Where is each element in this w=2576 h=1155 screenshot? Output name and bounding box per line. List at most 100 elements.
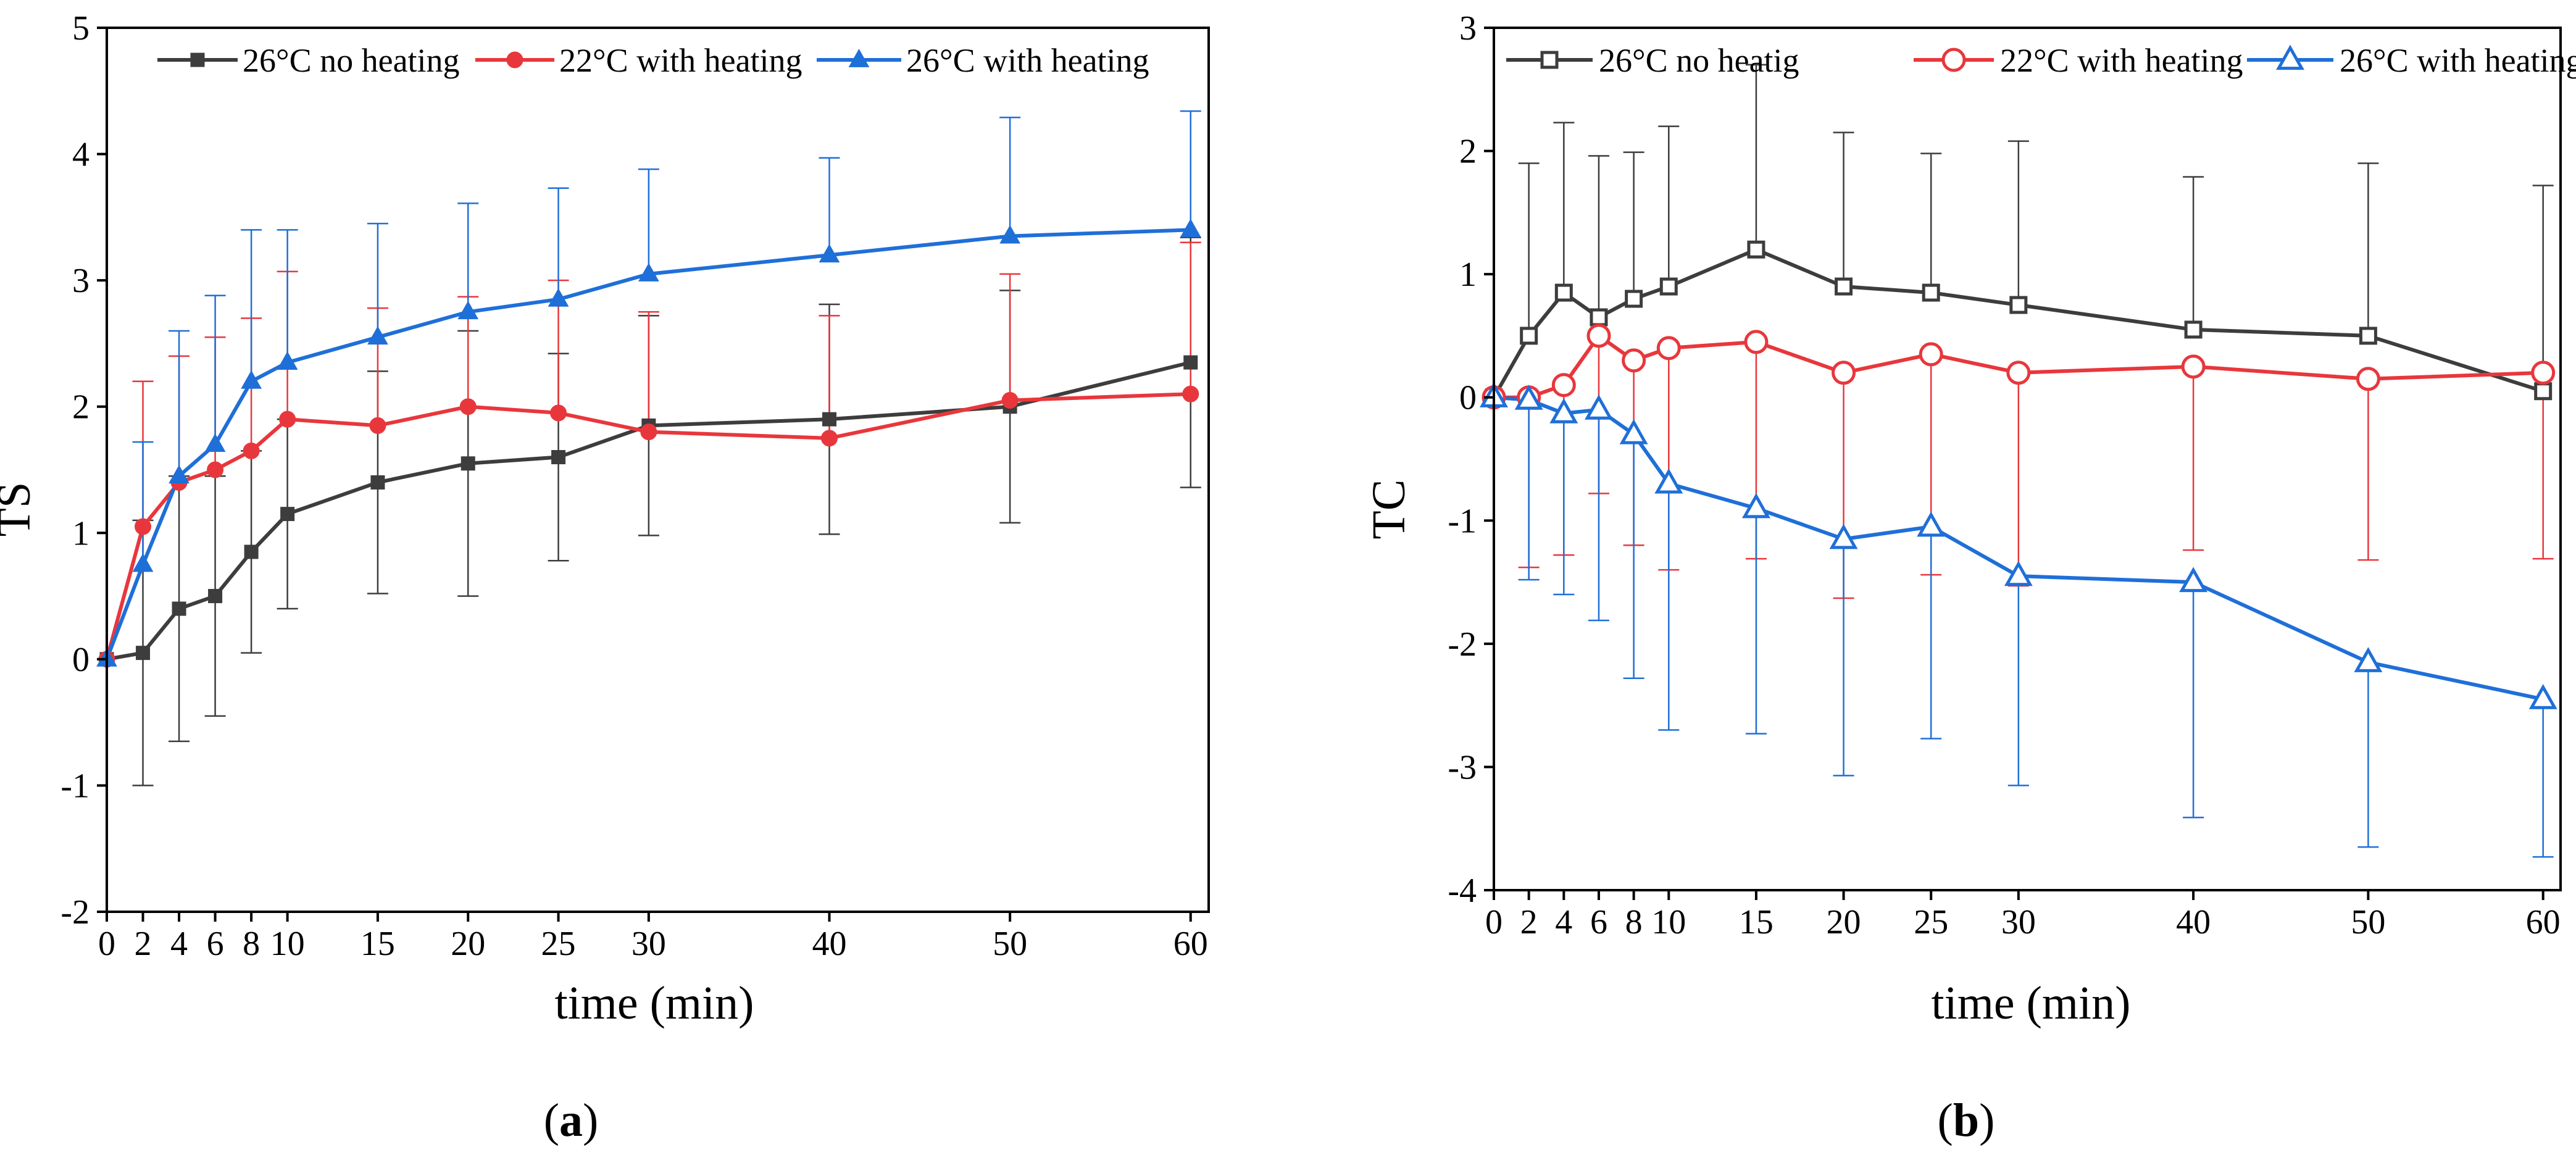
triangle-marker: [1180, 219, 1201, 238]
triangle-marker: [2354, 647, 2383, 672]
x-tick-label: 25: [541, 925, 576, 963]
square-marker: [190, 52, 205, 67]
y-tick-label: 0: [72, 641, 90, 679]
error-bar: [1658, 125, 1680, 287]
error-bar: [277, 229, 298, 363]
triangle-marker: [548, 288, 569, 307]
legend-label: 22°C with heating: [2000, 42, 2243, 79]
square-marker: [1540, 51, 1559, 69]
error-bar: [2357, 162, 2379, 336]
square-marker: [370, 475, 385, 490]
x-tick-label: 30: [631, 925, 666, 963]
x-tick-label: 8: [1625, 903, 1643, 941]
x-tick-label: 4: [170, 925, 188, 963]
square-marker: [172, 601, 186, 616]
triangle-marker: [2528, 684, 2557, 709]
square-marker: [1835, 277, 1853, 296]
error-bar: [819, 157, 840, 256]
legend-label: 26°C no heatig: [1599, 42, 1799, 79]
x-tick-label: 2: [1520, 903, 1538, 941]
error-bar: [2183, 366, 2204, 551]
y-tick-label: -1: [60, 767, 90, 805]
y-tick-label: -1: [1448, 502, 1477, 540]
circle-marker: [2356, 367, 2380, 391]
error-bar: [1180, 110, 1201, 230]
error-bar: [2357, 662, 2379, 848]
error-bar: [999, 116, 1021, 236]
legend-label: 26°C no heating: [243, 42, 460, 79]
error-bar: [1588, 409, 1609, 622]
circle-marker: [207, 461, 224, 478]
triangle-marker: [1741, 493, 1770, 519]
x-tick-label: 10: [270, 925, 305, 963]
error-bar: [999, 273, 1021, 401]
square-marker: [1922, 283, 1940, 302]
triangle-marker: [367, 326, 388, 345]
square-marker: [551, 450, 566, 465]
y-tick-label: 3: [1459, 9, 1477, 48]
y-tick-label: -2: [1448, 625, 1477, 664]
error-bar: [638, 311, 659, 432]
circle-marker: [1586, 323, 1611, 348]
circle-marker: [1656, 336, 1681, 361]
square-marker: [1625, 290, 1643, 308]
x-tick-label: 25: [1914, 903, 1948, 941]
error-bar: [1588, 155, 1609, 317]
circle-marker: [1832, 361, 1856, 385]
circle-marker: [135, 518, 152, 535]
y-tick-label: 4: [72, 136, 90, 174]
triangle-marker: [169, 465, 190, 484]
error-bar: [1920, 152, 1942, 293]
error-bar: [1745, 508, 1767, 735]
y-tick-label: 1: [1459, 256, 1477, 294]
triangle-marker: [1917, 511, 1946, 537]
error-bar: [1518, 162, 1540, 336]
legend: 26°C no heatig 22°C with heating 26°C with…: [1506, 42, 2576, 79]
error-bar: [1623, 434, 1644, 679]
error-bar: [2007, 576, 2029, 786]
triangle-marker: [1654, 468, 1683, 494]
x-tick-label: 10: [1651, 903, 1686, 941]
error-bar: [2183, 176, 2204, 330]
triangle-marker: [1584, 394, 1613, 420]
error-bar: [638, 168, 659, 274]
x-tick-label: 30: [2001, 903, 2036, 941]
circle-marker: [640, 423, 657, 441]
legend-item: 26°C no heating: [157, 42, 460, 79]
circle-marker: [1551, 373, 1576, 398]
triangle-marker: [848, 48, 870, 67]
error-bar: [1833, 131, 1854, 287]
error-bar: [1553, 122, 1575, 293]
triangle-marker: [819, 244, 840, 263]
triangle-marker: [457, 301, 479, 320]
y-tick-label: -2: [60, 893, 90, 932]
triangle-marker: [241, 370, 262, 389]
legend-item: 26°C no heatig: [1506, 42, 1799, 79]
legend: 26°C no heating 22°C with heating 26°C wit…: [157, 42, 1149, 79]
error-bar: [1553, 413, 1575, 596]
square-marker: [2359, 327, 2377, 345]
error-bar: [2007, 140, 2029, 306]
error-bar: [2532, 372, 2554, 560]
x-tick-label: 20: [451, 925, 485, 963]
marker-layer: [96, 219, 1201, 668]
y-tick-label: -3: [1448, 748, 1477, 786]
x-tick-label: 60: [1173, 925, 1208, 963]
circle-marker: [2006, 361, 2031, 385]
circle-marker: [1182, 385, 1199, 402]
error-bar: [2183, 582, 2204, 819]
y-tick-label: -4: [1448, 872, 1477, 910]
x-tick-label: 4: [1555, 903, 1572, 941]
square-marker: [822, 412, 836, 427]
circle-marker: [550, 404, 567, 422]
circle-marker: [1001, 391, 1019, 409]
x-tick-label: 0: [1485, 903, 1503, 941]
legend-label: 22°C with heating: [559, 42, 802, 79]
error-bar: [367, 222, 388, 338]
square-marker: [2184, 320, 2203, 339]
triangle-marker: [638, 262, 659, 281]
